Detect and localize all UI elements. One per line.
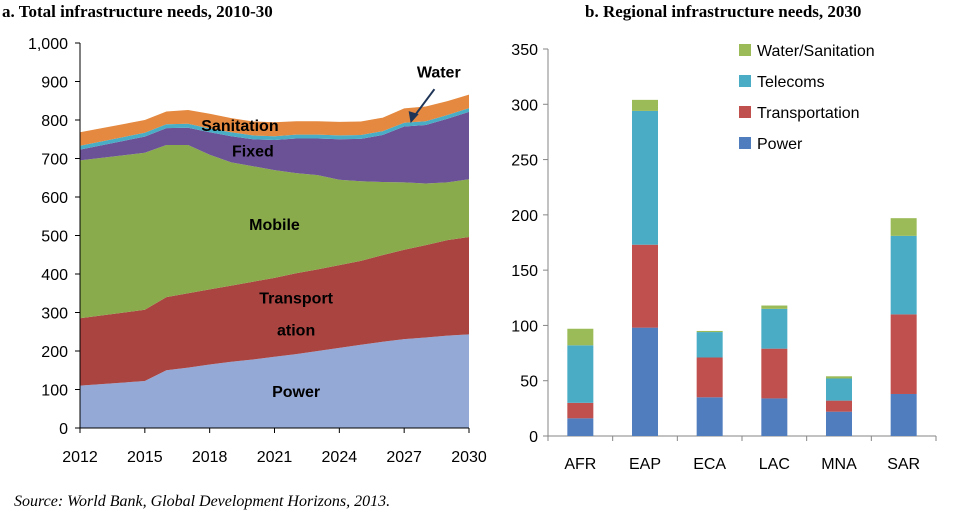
- y-tick-label: 0: [59, 421, 68, 438]
- x-tick-label: 2024: [322, 449, 358, 466]
- water-callout-arrowhead: [408, 111, 419, 124]
- x-tick-label: SAR: [887, 456, 920, 473]
- legend-label: Power: [757, 136, 803, 153]
- x-tick-label: 2012: [62, 449, 98, 466]
- x-tick-label: 2027: [386, 449, 422, 466]
- x-tick-label: AFR: [564, 456, 596, 473]
- bar-eca-water-sanitation: [696, 330, 723, 333]
- area-fixed: [80, 111, 469, 184]
- x-tick-label: EAP: [629, 456, 661, 473]
- y-tick-label: 100: [511, 318, 538, 335]
- chart-b-title: b. Regional infrastructure needs, 2030: [585, 2, 862, 21]
- bar-mna-water-sanitation: [826, 376, 852, 379]
- y-tick-label: 900: [41, 75, 68, 92]
- bar-eap-power: [632, 327, 658, 436]
- series-label-transportation: Transport: [259, 291, 333, 308]
- y-tick-label: 300: [41, 306, 68, 323]
- bar-sar-power: [890, 393, 917, 436]
- legend-label: Water/Sanitation: [757, 43, 875, 60]
- y-tick-label: 600: [41, 190, 68, 207]
- area-mobile: [80, 145, 469, 319]
- bar-lac-water-sanitation: [761, 305, 788, 309]
- area-transportation: [80, 237, 469, 386]
- area-chart: 0 100 200 300 400 500 600 700 800 900 1,000 2012 201…: [28, 36, 487, 466]
- y-tick-label: 100: [41, 383, 68, 400]
- bar-lac-transportation: [761, 348, 788, 399]
- y-tick-label: 0: [529, 429, 538, 446]
- y-tick-label: 400: [41, 267, 68, 284]
- series-label-sanitation: Sanitation: [201, 118, 278, 135]
- series-label-mobile: Mobile: [249, 217, 300, 234]
- y-tick-label: 800: [41, 113, 68, 130]
- bar-sar-transportation: [890, 314, 917, 394]
- bar-lac-telecoms: [761, 308, 788, 349]
- bar-afr-telecoms: [567, 345, 594, 403]
- area-power: [80, 334, 469, 428]
- x-tick-label: LAC: [759, 456, 790, 473]
- bar-mna-power: [826, 411, 852, 436]
- series-label-fixed: Fixed: [232, 144, 274, 161]
- legend-swatch-power: [739, 137, 751, 149]
- legend-label: Transportation: [757, 105, 860, 122]
- area-water: [80, 108, 469, 150]
- bar-eap-transportation: [632, 244, 658, 328]
- y-tick-label: 300: [511, 97, 538, 114]
- x-tick-label: 2018: [192, 449, 228, 466]
- bar-sar-telecoms: [890, 235, 917, 315]
- source-note: Source: World Bank, Global Development H…: [14, 493, 391, 510]
- y-tick-label: 700: [41, 152, 68, 169]
- y-tick-label: 200: [511, 208, 538, 225]
- bar-mna-telecoms: [826, 378, 852, 401]
- y-tick-label: 200: [41, 344, 68, 361]
- bar-afr-water-sanitation: [567, 328, 594, 346]
- legend-label: Telecoms: [757, 74, 825, 91]
- legend-swatch-water-sanitation: [739, 44, 751, 56]
- y-tick-label: 350: [511, 42, 538, 59]
- series-label-transportation: ation: [277, 323, 315, 340]
- bar-mna-transportation: [826, 400, 852, 412]
- y-tick-label: 50: [520, 374, 538, 391]
- bar-afr-transportation: [567, 402, 594, 419]
- bar-eap-water-sanitation: [632, 99, 658, 111]
- x-tick-label: ECA: [693, 456, 726, 473]
- legend-swatch-transportation: [739, 106, 751, 118]
- x-tick-label: 2015: [127, 449, 163, 466]
- area-sanitation: [80, 94, 469, 146]
- bar-chart: 0 50 100 150 200 250 300 350 AFR EAP ECA LAC MNA SAR W…: [511, 42, 937, 473]
- bar-eca-telecoms: [696, 332, 723, 358]
- x-tick-label: 2030: [451, 449, 487, 466]
- legend-swatch-telecoms: [739, 75, 751, 87]
- y-tick-label: 1,000: [28, 36, 68, 53]
- bar-afr-power: [567, 418, 594, 436]
- series-label-power: Power: [272, 384, 320, 401]
- y-tick-label: 500: [41, 229, 68, 246]
- chart-a-title: a. Total infrastructure needs, 2010-30: [2, 2, 273, 21]
- x-tick-label: 2021: [257, 449, 293, 466]
- series-label-water: Water: [417, 65, 461, 82]
- y-tick-label: 250: [511, 153, 538, 170]
- x-tick-label: MNA: [821, 456, 857, 473]
- bar-eca-power: [696, 397, 723, 436]
- water-callout-arrow: [412, 88, 436, 118]
- bar-eap-telecoms: [632, 110, 658, 245]
- bar-sar-water-sanitation: [890, 218, 917, 236]
- y-tick-label: 150: [511, 263, 538, 280]
- bar-lac-power: [761, 398, 788, 436]
- bar-eca-transportation: [696, 357, 723, 398]
